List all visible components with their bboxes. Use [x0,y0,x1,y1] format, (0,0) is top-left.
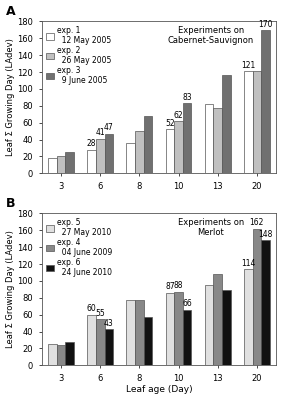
Text: 52: 52 [165,119,175,128]
Bar [65,152,74,173]
Text: 162: 162 [250,218,264,227]
Bar [174,121,183,173]
Bar [144,317,152,365]
Bar [205,104,213,173]
Bar [105,329,113,365]
Bar [222,75,231,173]
Bar [261,30,270,173]
Y-axis label: Leaf Σ Growing Day (LAdev): Leaf Σ Growing Day (LAdev) [6,230,15,348]
Bar [135,300,144,365]
Text: Experiments on
Merlot: Experiments on Merlot [178,218,244,237]
Text: 55: 55 [95,309,105,318]
Bar [253,228,261,365]
Bar [87,315,96,365]
Text: 62: 62 [174,111,183,120]
Text: 41: 41 [95,128,105,138]
Bar [48,344,57,365]
Text: 88: 88 [174,281,183,290]
Text: 114: 114 [241,259,255,268]
Bar [205,285,213,365]
Text: 47: 47 [104,123,114,132]
Text: B: B [6,197,16,210]
Bar [183,310,191,365]
Text: 121: 121 [241,61,255,70]
Text: 170: 170 [258,20,273,28]
Bar [105,134,113,173]
Bar [127,143,135,173]
Bar [127,300,135,365]
Legend: exp. 1
  12 May 2005, exp. 2
  26 May 2005, exp. 3
  9 June 2005: exp. 1 12 May 2005, exp. 2 26 May 2005, … [44,24,113,87]
Bar [135,131,144,173]
Bar [244,269,253,365]
Bar [222,290,231,365]
Bar [96,139,105,173]
Bar [87,150,96,173]
Bar [57,345,65,365]
Bar [48,158,57,173]
Bar [57,156,65,173]
Text: 43: 43 [104,319,114,328]
Legend: exp. 5
  27 May 2010, exp. 4
  04 June 2009, exp. 6
  24 June 2010: exp. 5 27 May 2010, exp. 4 04 June 2009,… [44,216,114,279]
Bar [166,293,174,365]
Text: 28: 28 [87,140,96,148]
Text: A: A [6,5,16,18]
Bar [253,71,261,173]
Bar [244,71,253,173]
Bar [166,130,174,173]
Bar [213,274,222,365]
Bar [96,319,105,365]
Text: 60: 60 [87,304,96,314]
Text: Experiments on
Cabernet-Sauvignon: Experiments on Cabernet-Sauvignon [168,26,254,45]
X-axis label: Leaf age (Day): Leaf age (Day) [126,386,192,394]
Bar [183,103,191,173]
Bar [65,342,74,365]
Bar [213,108,222,173]
Text: 148: 148 [258,230,273,239]
Bar [144,116,152,173]
Y-axis label: Leaf Σ Growing Day (LAdev): Leaf Σ Growing Day (LAdev) [6,38,15,156]
Bar [174,292,183,365]
Text: 83: 83 [182,93,192,102]
Text: 66: 66 [182,299,192,308]
Bar [261,240,270,365]
Text: 87: 87 [165,282,175,291]
